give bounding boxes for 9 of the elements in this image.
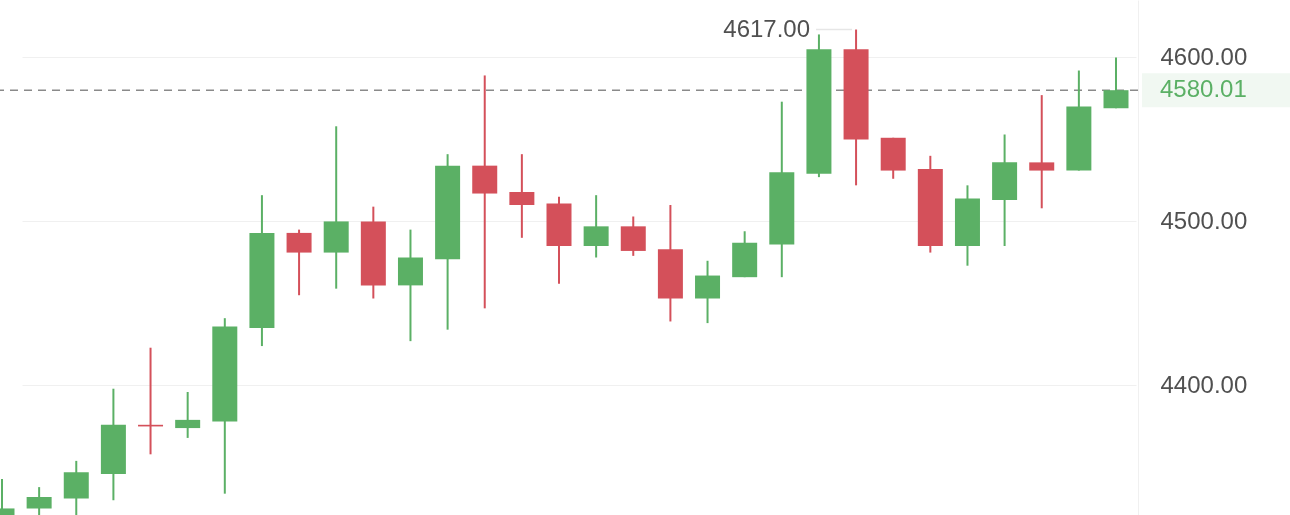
y-tick-label: 4500.00 [1160,206,1248,234]
candlestick [1029,94,1055,210]
candlestick [175,390,201,439]
y-tick-label: 4400.00 [1160,370,1248,398]
y-tick-label: 4600.00 [1160,42,1248,70]
ref-line-label: 4580.01 [1160,75,1247,103]
annotation: 4617.00 [723,14,811,42]
candlestick [472,74,498,310]
candlestick [509,153,535,239]
